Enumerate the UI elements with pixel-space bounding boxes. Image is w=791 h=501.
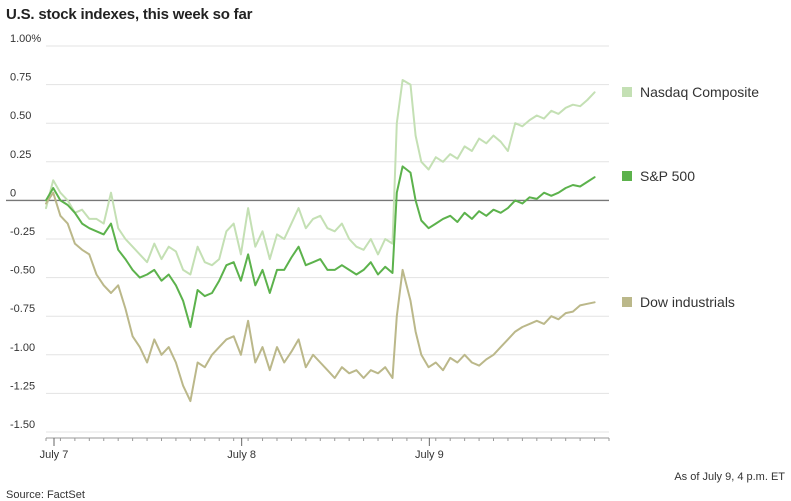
y-tick-label: 0.50 — [10, 110, 31, 122]
legend-swatch — [622, 297, 632, 307]
y-tick-label: 1.00% — [10, 33, 41, 45]
y-tick-label: -1.50 — [10, 419, 35, 431]
legend-label: S&P 500 — [640, 168, 695, 184]
x-tick-label: July 7 — [40, 449, 69, 461]
y-tick-label: -1.00 — [10, 342, 35, 354]
series-line-s-p-500 — [45, 165, 596, 328]
legend-label: Nasdaq Composite — [640, 84, 759, 100]
x-tick-label: July 9 — [415, 449, 444, 461]
y-tick-label: -0.25 — [10, 226, 35, 238]
legend-swatch — [622, 87, 632, 97]
y-tick-label: 0 — [10, 187, 16, 199]
legend-label: Dow industrials — [640, 294, 735, 310]
y-tick-label: -0.75 — [10, 303, 35, 315]
gridlines — [6, 45, 609, 433]
y-tick-label: -0.50 — [10, 265, 35, 277]
y-tick-label: 0.25 — [10, 149, 31, 161]
y-axis-labels: 1.00% 0.75 0.50 0.25 0 -0.25 -0.50 -0.75 -1.00 -1… — [10, 33, 41, 431]
series-line-dow-industrials — [45, 191, 596, 403]
source-note: Source: FactSet — [6, 489, 85, 501]
chart-title: U.S. stock indexes, this week so far — [6, 6, 253, 23]
series-lines — [45, 79, 596, 403]
x-axis: July 7 July 8 July 9 — [40, 437, 610, 461]
as-of-note: As of July 9, 4 p.m. ET — [674, 471, 785, 483]
legend-swatch — [622, 171, 632, 181]
x-tick-label: July 8 — [227, 449, 256, 461]
series-line-nasdaq-composite — [45, 79, 596, 276]
y-tick-label: -1.25 — [10, 380, 35, 392]
legend: Nasdaq Composite S&P 500 Dow industrials — [622, 84, 759, 310]
y-tick-label: 0.75 — [10, 72, 31, 84]
